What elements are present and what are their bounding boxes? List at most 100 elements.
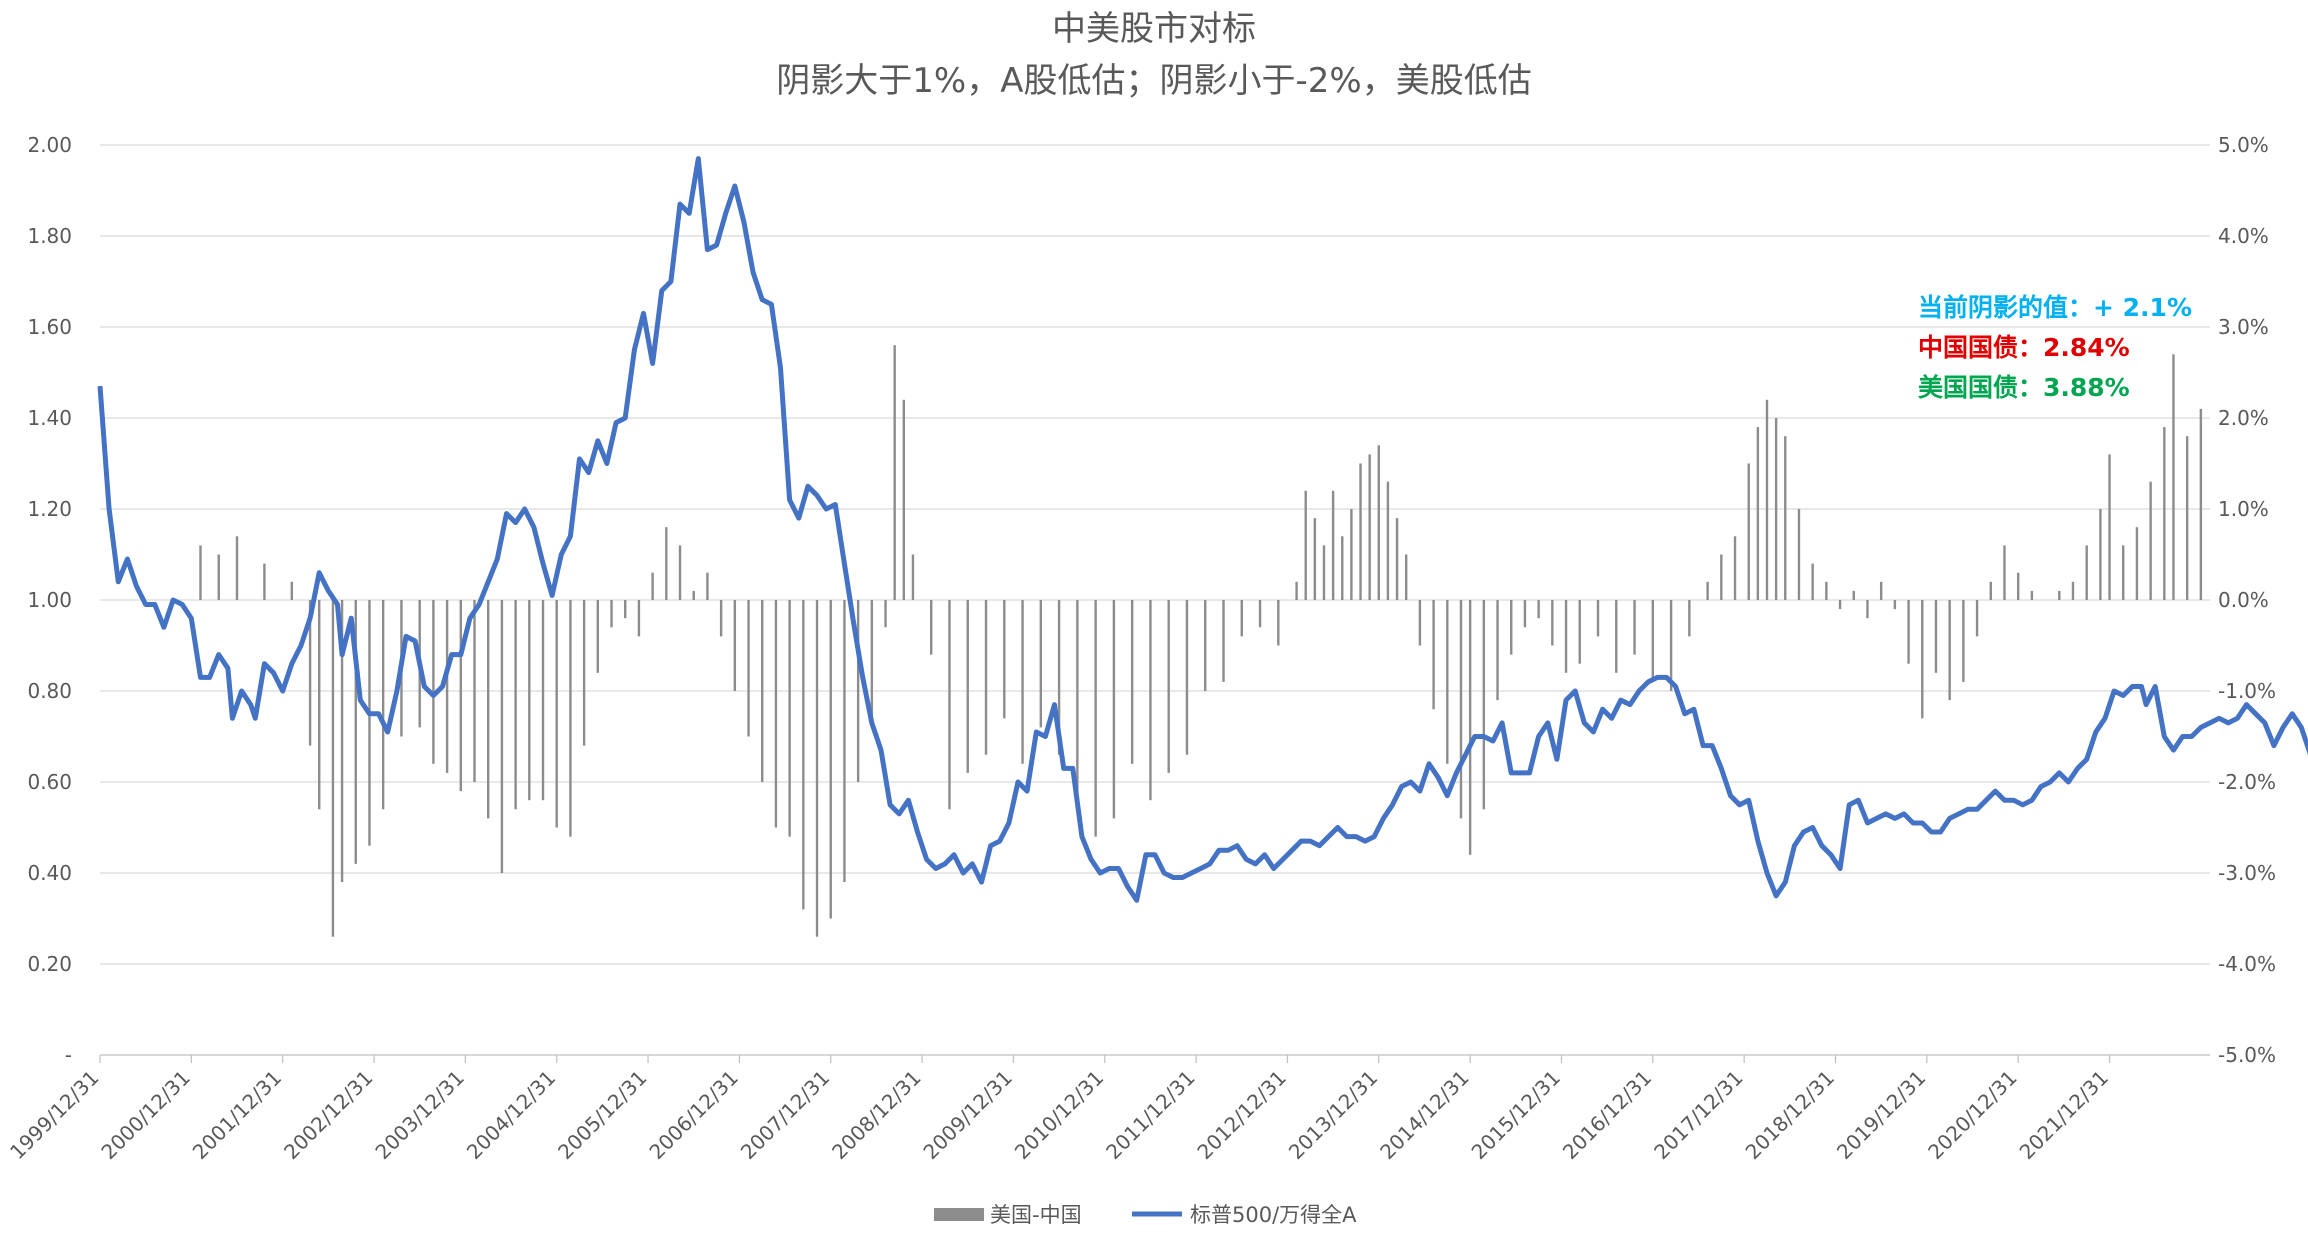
bar-mark [788, 600, 791, 837]
bar-mark [1482, 600, 1486, 810]
x-tick-label: 2021/12/31 [2015, 1066, 2113, 1164]
bar-mark [1578, 600, 1581, 664]
bar-mark [1130, 600, 1134, 764]
bar-mark [948, 600, 951, 810]
bar-mark [1331, 490, 1335, 600]
right-tick-label: 3.0% [2218, 315, 2269, 339]
x-tick-label: 2017/12/31 [1649, 1066, 1747, 1164]
bar-mark [2135, 527, 2139, 600]
legend: 美国-中国 标普500/万得全A [934, 1203, 1357, 1227]
bar-mark [884, 600, 887, 628]
bar-mark [2163, 427, 2166, 600]
bar-mark [1615, 600, 1618, 673]
bar-mark [1222, 600, 1225, 682]
bar-mark [1341, 536, 1344, 600]
bar-mark [1948, 600, 1951, 701]
left-tick-label: 0.20 [27, 952, 72, 976]
bar-mark [487, 600, 490, 819]
bar-mark [459, 600, 463, 792]
bar-mark [1003, 600, 1006, 719]
bar-mark [2016, 572, 2020, 600]
bar-mark [651, 572, 654, 600]
bar-mark [1633, 600, 1636, 655]
bar-mark [1975, 600, 1979, 637]
bar-mark [1418, 600, 1422, 646]
x-tick-label: 2016/12/31 [1558, 1066, 1656, 1164]
bar-mark [1669, 600, 1673, 691]
bar-mark [1596, 600, 1600, 637]
bar-mark [368, 600, 371, 846]
bar-mark [1838, 600, 1842, 610]
right-tick-label: -4.0% [2218, 952, 2276, 976]
bar-mark [199, 545, 202, 600]
bar-mark [2099, 509, 2102, 600]
bar-mark [514, 600, 517, 810]
bar-mark [1962, 600, 1965, 682]
bar-mark [665, 527, 668, 600]
bar-mark [1167, 600, 1170, 773]
bar-mark [1386, 481, 1390, 600]
bar-mark [1313, 518, 1317, 600]
line-series [97, 156, 2308, 903]
bar-mark [473, 600, 476, 782]
x-tick-label: 2011/12/31 [1101, 1066, 1199, 1164]
bar-mark [1921, 600, 1924, 719]
bar-mark [1866, 600, 1869, 619]
bar-mark [381, 600, 385, 810]
left-tick-label: 1.80 [27, 224, 72, 248]
left-tick-label: 0.80 [27, 679, 72, 703]
right-tick-label: -5.0% [2218, 1043, 2276, 1067]
bar-mark [1076, 600, 1079, 801]
bar-mark [966, 600, 969, 773]
bar-mark [1377, 445, 1380, 600]
bar-mark [1879, 581, 1883, 600]
bar-mark [1057, 600, 1061, 755]
bar-mark [1784, 436, 1787, 600]
bar-mark [1747, 463, 1750, 600]
bar-mark [1204, 600, 1207, 691]
bar-mark [984, 600, 988, 755]
x-tick-label: 2013/12/31 [1284, 1066, 1382, 1164]
bar-mark [318, 600, 321, 810]
bar-mark [1733, 536, 1737, 600]
bar-mark [1240, 600, 1243, 637]
x-tick-label: 2014/12/31 [1375, 1066, 1473, 1164]
bar-mark [1852, 590, 1855, 600]
bar-mark [2199, 408, 2203, 600]
bar-mark [290, 581, 294, 600]
bar-mark [340, 600, 344, 883]
bar-mark [1651, 600, 1655, 682]
bar-mark [1825, 581, 1828, 600]
left-tick-label: 1.40 [27, 406, 72, 430]
bar-mark [2058, 590, 2061, 600]
bar-mark [678, 545, 682, 600]
bar-mark [1551, 600, 1554, 646]
bar-mark [445, 600, 449, 773]
bar-mark [624, 600, 627, 619]
bar-mark [1432, 600, 1435, 710]
bar-mark [217, 554, 220, 600]
bar-mark [2185, 436, 2189, 600]
annotation-us-bond: 美国国债：3.88% [1918, 373, 2130, 402]
x-tick-label: 2001/12/31 [188, 1066, 286, 1164]
bar-mark [610, 600, 613, 628]
bar-mark [1277, 600, 1280, 646]
annotations: 当前阴影的值：+ 2.1% 中国国债：2.84% 美国国债：3.88% [1918, 293, 2192, 402]
left-tick-label: 0.60 [27, 770, 72, 794]
x-axis-ticks: 1999/12/312000/12/312001/12/312002/12/31… [5, 1055, 2113, 1164]
x-tick-label: 2006/12/31 [644, 1066, 742, 1164]
legend-label-line: 标普500/万得全A [1190, 1203, 1357, 1227]
bar-mark [829, 600, 832, 919]
x-tick-label: 2015/12/31 [1467, 1066, 1565, 1164]
bar-mark [747, 600, 750, 737]
bar-mark [1774, 418, 1778, 600]
bar-mark [263, 563, 266, 600]
left-tick-label: - [65, 1043, 72, 1067]
right-tick-label: 4.0% [2218, 224, 2269, 248]
bar-mark [1523, 600, 1527, 628]
x-tick-label: 2004/12/31 [462, 1066, 560, 1164]
bar-mark [2030, 590, 2034, 600]
bar-mark [541, 600, 545, 801]
right-tick-label: -1.0% [2218, 679, 2276, 703]
annotation-china-bond: 中国国债：2.84% [1918, 333, 2130, 362]
